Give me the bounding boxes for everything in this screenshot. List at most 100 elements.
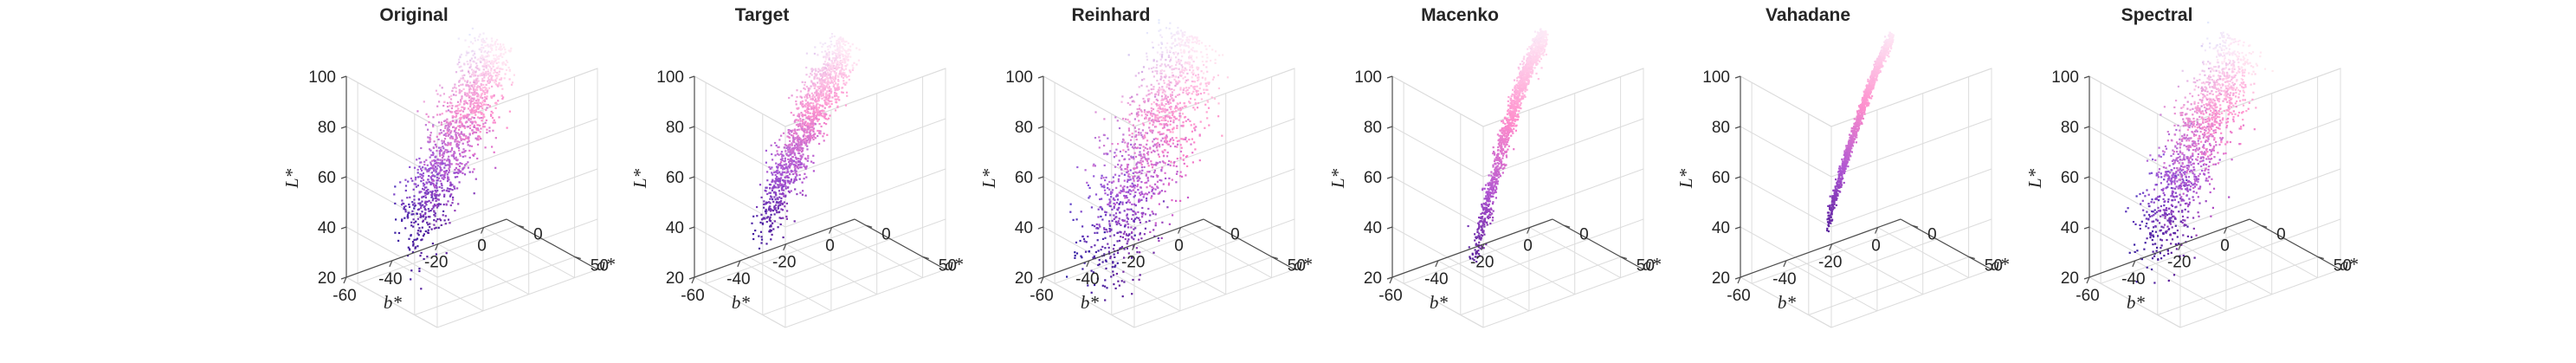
data-point [1181, 107, 1184, 109]
data-point [1140, 186, 1142, 189]
data-point [493, 151, 495, 153]
data-point [1525, 62, 1528, 65]
data-point [840, 74, 843, 76]
data-point [808, 141, 810, 144]
data-point [507, 61, 509, 63]
data-point [770, 230, 772, 232]
data-point [475, 75, 477, 77]
data-point [1139, 251, 1141, 254]
data-point [1150, 107, 1152, 109]
data-point [1139, 218, 1141, 222]
data-point [830, 92, 832, 94]
data-point [1140, 164, 1143, 166]
data-point [1514, 85, 1516, 88]
data-point [1152, 86, 1155, 88]
data-point [1157, 94, 1159, 96]
data-point [438, 146, 441, 149]
data-point [1186, 196, 1190, 199]
data-point [776, 176, 778, 178]
data-point [442, 171, 446, 173]
data-point [484, 44, 487, 48]
data-point [804, 124, 807, 126]
data-point [1175, 56, 1178, 59]
data-point [1150, 175, 1152, 178]
data-point [441, 159, 443, 162]
data-point [809, 130, 811, 133]
tick-mark [688, 126, 695, 129]
data-point [455, 112, 457, 114]
data-point [834, 98, 836, 100]
data-point [807, 87, 810, 89]
data-point [449, 110, 452, 113]
data-point [1146, 199, 1148, 202]
data-point [1140, 153, 1142, 156]
data-point [817, 54, 819, 56]
data-point [443, 143, 447, 146]
data-point [838, 72, 842, 75]
data-point [823, 75, 826, 77]
data-point [1524, 90, 1527, 93]
data-point [820, 114, 823, 117]
data-point [1493, 151, 1495, 153]
data-point [1194, 98, 1197, 100]
data-point [1170, 138, 1172, 140]
data-point [1144, 227, 1146, 230]
data-point [771, 166, 773, 169]
data-point [1475, 243, 1477, 245]
data-point [440, 132, 443, 134]
data-point [855, 47, 858, 49]
data-point [815, 69, 817, 72]
data-point [1185, 138, 1187, 140]
data-point [823, 101, 826, 104]
data-point [482, 80, 485, 82]
data-point [490, 79, 493, 81]
data-point [1200, 98, 1203, 100]
data-point [436, 159, 439, 161]
data-point [1172, 119, 1175, 121]
data-point [791, 134, 794, 137]
data-point [505, 63, 507, 66]
data-point [809, 122, 811, 125]
data-point [834, 58, 836, 61]
data-point [1206, 88, 1209, 91]
data-point [477, 80, 480, 82]
data-point [1127, 129, 1131, 132]
data-point [480, 82, 482, 86]
data-point [446, 128, 449, 132]
data-point [505, 59, 507, 62]
data-point [791, 159, 793, 162]
data-point [1163, 81, 1165, 84]
data-point [1132, 156, 1134, 159]
data-point [497, 85, 500, 88]
data-point [821, 86, 823, 88]
data-point [1207, 100, 1210, 103]
data-point [822, 93, 824, 95]
data-point [1152, 192, 1155, 195]
data-point [773, 191, 776, 193]
data-point [1185, 105, 1187, 107]
data-point [467, 94, 469, 96]
data-point [836, 49, 839, 51]
data-point [843, 41, 847, 43]
data-point [1196, 90, 1198, 94]
data-point [483, 63, 486, 66]
data-point [1175, 67, 1178, 70]
data-point [778, 153, 780, 156]
data-point [1131, 185, 1133, 188]
data-point [457, 132, 460, 134]
data-point [791, 170, 794, 172]
data-point [775, 194, 778, 197]
data-point [429, 183, 432, 185]
data-point [472, 42, 475, 45]
data-point [1145, 221, 1147, 224]
data-point [475, 82, 478, 85]
data-point [812, 129, 815, 132]
data-point [760, 238, 764, 241]
data-point [1164, 116, 1166, 119]
data-point [481, 59, 484, 62]
data-point [764, 210, 767, 212]
data-point [1127, 175, 1130, 178]
data-point [1191, 49, 1194, 52]
data-point [1501, 136, 1503, 139]
data-point [494, 166, 497, 169]
